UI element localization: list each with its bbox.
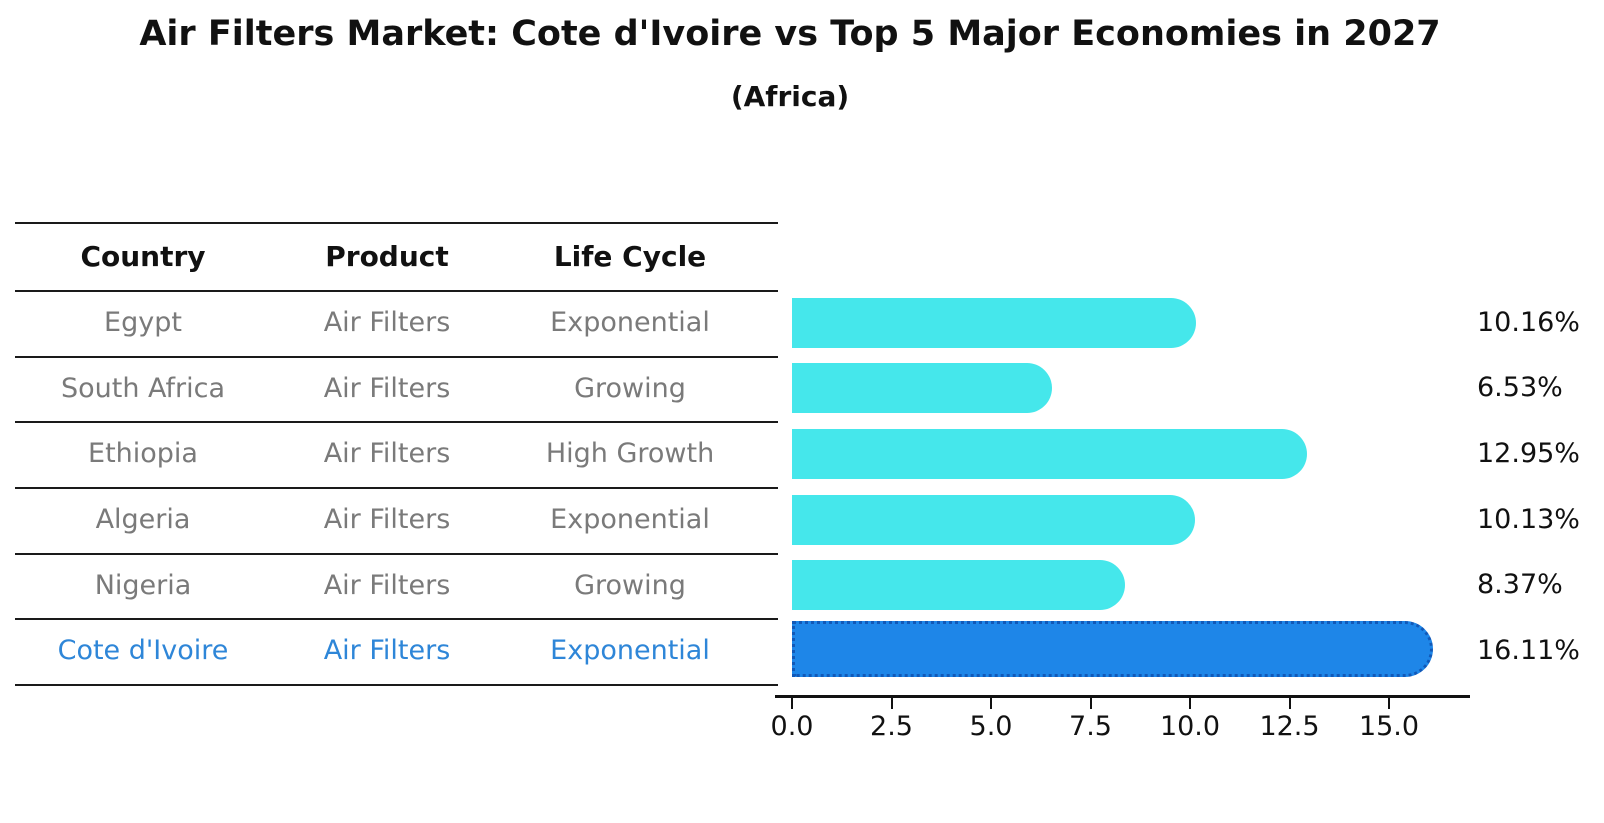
x-tick-label: 10.0	[1159, 711, 1221, 742]
cell-country: Ethiopia	[88, 438, 198, 469]
bar-egypt	[792, 298, 1197, 348]
cell-product: Air Filters	[323, 635, 451, 666]
header-life-cycle: Life Cycle	[553, 240, 707, 273]
x-axis-line	[775, 695, 1470, 698]
table-line	[15, 684, 778, 686]
x-tick	[791, 698, 793, 709]
x-tick-label: 12.5	[1259, 711, 1320, 742]
x-tick	[1089, 698, 1092, 709]
table-line	[15, 553, 778, 555]
cell-product: Air Filters	[323, 307, 451, 338]
chart-subtitle: (Africa)	[730, 80, 850, 113]
table-line	[15, 356, 778, 358]
table-line	[15, 421, 778, 423]
bar-cote-divoire-highlighted	[792, 621, 1434, 677]
bar-value-label: 8.37%	[1477, 569, 1563, 600]
bar-value-label: 6.53%	[1477, 372, 1563, 403]
cell-country: Egypt	[104, 307, 182, 338]
table-line	[15, 487, 778, 489]
bar-algeria	[792, 495, 1196, 545]
cell-life-cycle: Growing	[574, 373, 686, 404]
x-tick-label: 15.0	[1358, 711, 1420, 742]
table-row: Nigeria Air Filters Growing	[0, 553, 800, 618]
table-line	[15, 222, 778, 224]
table-line	[15, 618, 778, 620]
bar-value-label: 16.11%	[1477, 635, 1580, 666]
bar-value-label: 10.13%	[1477, 504, 1580, 535]
bar-value-label: 12.95%	[1477, 438, 1580, 469]
table-header-row: Country Product Life Cycle	[0, 224, 800, 290]
x-tick-label: 2.5	[870, 711, 913, 742]
x-tick	[1189, 698, 1191, 709]
x-tick-label: 0.0	[770, 711, 814, 742]
horizontal-bar-chart: 0.0 2.5 5.0 7.5 10.0 12.5 15.0	[771, 285, 1475, 765]
cell-life-cycle: High Growth	[545, 438, 715, 469]
cell-product: Air Filters	[323, 438, 451, 469]
x-tick	[990, 698, 992, 709]
table-line	[15, 290, 778, 292]
x-tick-label: 5.0	[969, 711, 1013, 742]
cell-life-cycle: Exponential	[550, 635, 710, 666]
x-tick	[1388, 698, 1390, 709]
cell-product: Air Filters	[323, 570, 451, 601]
cell-life-cycle: Exponential	[550, 504, 710, 535]
header-country: Country	[80, 240, 206, 273]
bar-value-label: 10.16%	[1477, 307, 1580, 338]
cell-country: Cote d'Ivoire	[57, 635, 229, 666]
bar-ethiopia	[792, 429, 1308, 479]
table-row: Algeria Air Filters Exponential	[0, 487, 800, 553]
table-row: Egypt Air Filters Exponential	[0, 290, 800, 356]
bar-south-africa	[792, 363, 1052, 413]
header-product: Product	[325, 240, 449, 273]
cell-country: Nigeria	[94, 570, 192, 601]
cell-life-cycle: Growing	[574, 570, 686, 601]
table-row: Ethiopia Air Filters High Growth	[0, 421, 800, 487]
table-row: South Africa Air Filters Growing	[0, 356, 800, 421]
chart-title: Air Filters Market: Cote d'Ivoire vs Top…	[139, 14, 1441, 54]
x-tick-label: 7.5	[1069, 711, 1112, 742]
cell-country: Algeria	[95, 504, 191, 535]
cell-country: South Africa	[60, 373, 226, 404]
cell-product: Air Filters	[323, 373, 451, 404]
cell-product: Air Filters	[323, 504, 451, 535]
x-tick	[890, 698, 893, 709]
table-row-highlighted: Cote d'Ivoire Air Filters Exponential	[0, 618, 800, 684]
x-tick	[1288, 698, 1291, 709]
cell-life-cycle: Exponential	[550, 307, 710, 338]
bar-nigeria	[792, 560, 1126, 610]
